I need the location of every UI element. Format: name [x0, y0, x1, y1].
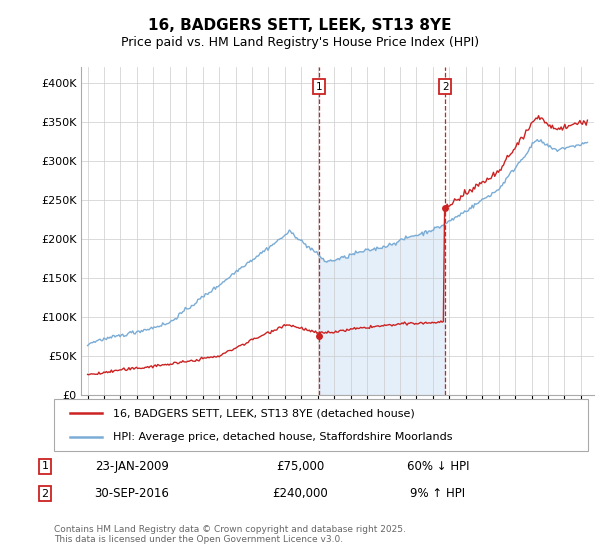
- Text: £75,000: £75,000: [276, 460, 324, 473]
- Text: 2: 2: [442, 82, 449, 92]
- Text: 60% ↓ HPI: 60% ↓ HPI: [407, 460, 469, 473]
- Text: Contains HM Land Registry data © Crown copyright and database right 2025.
This d: Contains HM Land Registry data © Crown c…: [54, 525, 406, 544]
- Text: 9% ↑ HPI: 9% ↑ HPI: [410, 487, 466, 501]
- FancyBboxPatch shape: [54, 399, 588, 451]
- Text: £240,000: £240,000: [272, 487, 328, 501]
- Text: 16, BADGERS SETT, LEEK, ST13 8YE (detached house): 16, BADGERS SETT, LEEK, ST13 8YE (detach…: [113, 408, 415, 418]
- Text: Price paid vs. HM Land Registry's House Price Index (HPI): Price paid vs. HM Land Registry's House …: [121, 36, 479, 49]
- Text: 2: 2: [41, 489, 49, 499]
- Text: 1: 1: [41, 461, 49, 472]
- Text: 23-JAN-2009: 23-JAN-2009: [95, 460, 169, 473]
- Text: 16, BADGERS SETT, LEEK, ST13 8YE: 16, BADGERS SETT, LEEK, ST13 8YE: [148, 18, 452, 32]
- Text: 1: 1: [316, 82, 322, 92]
- Text: 30-SEP-2016: 30-SEP-2016: [95, 487, 169, 501]
- Text: HPI: Average price, detached house, Staffordshire Moorlands: HPI: Average price, detached house, Staf…: [113, 432, 452, 442]
